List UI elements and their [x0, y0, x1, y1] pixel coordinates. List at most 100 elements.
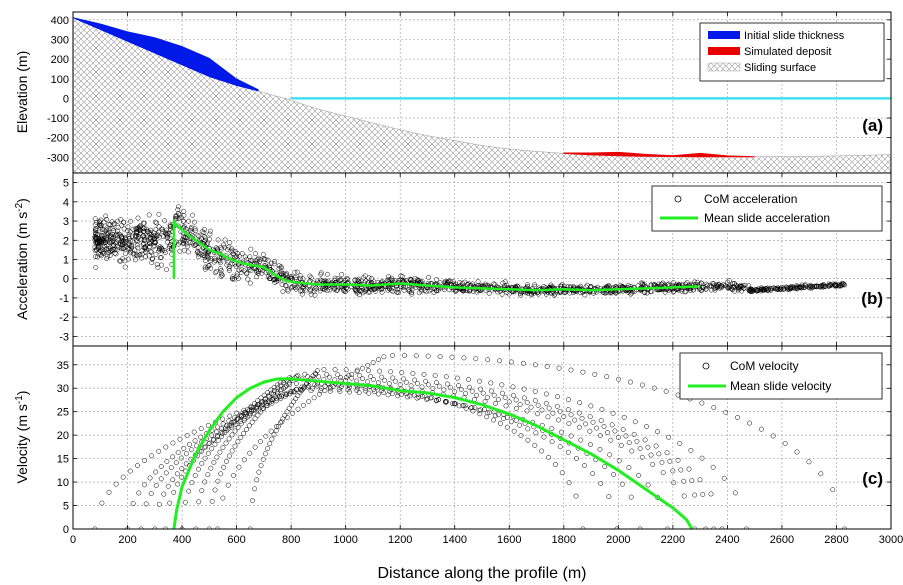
com-velocity-point	[380, 390, 386, 396]
com-acceleration-point	[366, 275, 372, 281]
com-velocity-point	[559, 429, 564, 435]
com-velocity-point	[174, 471, 180, 477]
com-velocity-point	[606, 494, 612, 500]
com-velocity-point	[231, 472, 237, 478]
com-acceleration-point	[387, 286, 393, 292]
com-velocity-point	[371, 376, 376, 382]
com-velocity-point	[392, 378, 398, 384]
com-velocity-point	[130, 501, 136, 506]
com-acceleration-point	[103, 213, 109, 219]
com-velocity-point	[249, 419, 255, 425]
com-velocity-point	[186, 488, 192, 494]
com-velocity-point	[463, 405, 469, 411]
com-velocity-point	[472, 405, 478, 411]
com-velocity-point	[165, 483, 171, 489]
com-acceleration-point	[134, 239, 140, 245]
com-velocity-point	[257, 439, 263, 444]
com-acceleration-point	[211, 255, 217, 261]
com-velocity-point	[491, 392, 497, 398]
com-velocity-point	[467, 384, 472, 390]
com-velocity-point	[267, 441, 273, 447]
y-tick-label: -200	[47, 133, 69, 145]
com-velocity-point	[598, 481, 604, 486]
legend-label-initial-slide: Initial slide thickness	[744, 30, 845, 42]
com-velocity-point	[514, 405, 519, 411]
com-acceleration-point	[279, 282, 285, 287]
com-acceleration-point	[120, 242, 126, 247]
legend-c: CoM velocity Mean slide velocity	[679, 352, 883, 400]
com-acceleration-point	[795, 285, 800, 291]
com-acceleration-point	[308, 291, 314, 297]
com-acceleration-point	[321, 286, 327, 292]
com-acceleration-point	[128, 250, 133, 256]
com-acceleration-point	[106, 250, 112, 256]
com-acceleration-point	[245, 276, 251, 282]
com-velocity-point	[580, 369, 586, 375]
com-velocity-point	[482, 398, 488, 404]
com-velocity-point	[260, 405, 266, 411]
y-ticks-a: 400 300 200 100 0 -100 -200 -300	[47, 15, 69, 164]
com-acceleration-point	[642, 289, 647, 295]
com-velocity-point	[196, 466, 201, 472]
com-acceleration-point	[184, 241, 190, 247]
com-acceleration-point	[814, 283, 820, 289]
com-acceleration-point	[360, 275, 366, 281]
com-velocity-point	[220, 445, 226, 450]
com-acceleration-point	[95, 239, 101, 245]
com-acceleration-point	[129, 242, 135, 248]
com-acceleration-point	[92, 248, 98, 253]
com-velocity-point	[186, 441, 192, 447]
com-acceleration-point	[190, 212, 196, 218]
com-acceleration-point	[431, 290, 437, 295]
com-acceleration-point	[317, 288, 323, 294]
com-acceleration-point	[148, 227, 154, 233]
com-velocity-point	[149, 453, 155, 459]
com-acceleration-point	[96, 244, 102, 250]
com-velocity-point	[356, 390, 362, 396]
com-velocity-point	[192, 473, 198, 478]
com-velocity-point	[463, 390, 469, 396]
com-velocity-point	[268, 428, 274, 434]
com-acceleration-point	[113, 251, 119, 257]
com-velocity-point	[412, 377, 418, 383]
com-velocity-point	[148, 491, 154, 496]
com-acceleration-point	[104, 242, 110, 248]
com-velocity-point	[678, 467, 684, 473]
com-velocity-point	[222, 430, 228, 435]
com-velocity-point	[224, 423, 229, 429]
com-acceleration-point	[253, 258, 259, 264]
y-tick-label: -100	[47, 113, 69, 125]
com-velocity-point	[782, 440, 788, 446]
com-velocity-point	[221, 464, 227, 470]
com-acceleration-point	[149, 256, 155, 262]
com-velocity-point	[290, 410, 296, 416]
com-velocity-point	[385, 392, 391, 398]
com-acceleration-point	[244, 256, 250, 262]
y-tick-label: 5	[63, 501, 69, 513]
com-acceleration-point	[584, 282, 590, 288]
com-velocity-point	[610, 410, 616, 416]
com-acceleration-point	[525, 282, 530, 288]
y-tick-label: -3	[59, 331, 69, 343]
initial-slide-thickness	[73, 17, 259, 92]
com-velocity-point	[343, 367, 349, 373]
com-acceleration-point	[181, 208, 187, 214]
com-acceleration-point	[129, 238, 135, 244]
y-tick-label: 35	[57, 360, 69, 372]
com-velocity-point	[442, 399, 448, 405]
legend-label-com-velocity: CoM velocity	[730, 359, 799, 373]
com-acceleration-point	[786, 285, 792, 291]
com-velocity-point	[305, 374, 311, 380]
com-velocity-point	[533, 430, 539, 436]
com-velocity-point	[557, 444, 563, 450]
com-acceleration-point	[109, 248, 115, 254]
com-velocity-point	[466, 377, 471, 383]
com-velocity-point	[269, 397, 275, 403]
com-velocity-point	[572, 417, 578, 423]
panel-c: 35 30 25 20 15 10 5 0 Velocity (m s-1) (c) CoM …	[14, 345, 892, 536]
com-velocity-point	[758, 426, 764, 432]
com-acceleration-point	[192, 242, 198, 248]
com-velocity-point	[521, 395, 527, 401]
com-acceleration-point	[202, 237, 208, 243]
legend-label-com-acceleration: CoM acceleration	[704, 192, 797, 206]
